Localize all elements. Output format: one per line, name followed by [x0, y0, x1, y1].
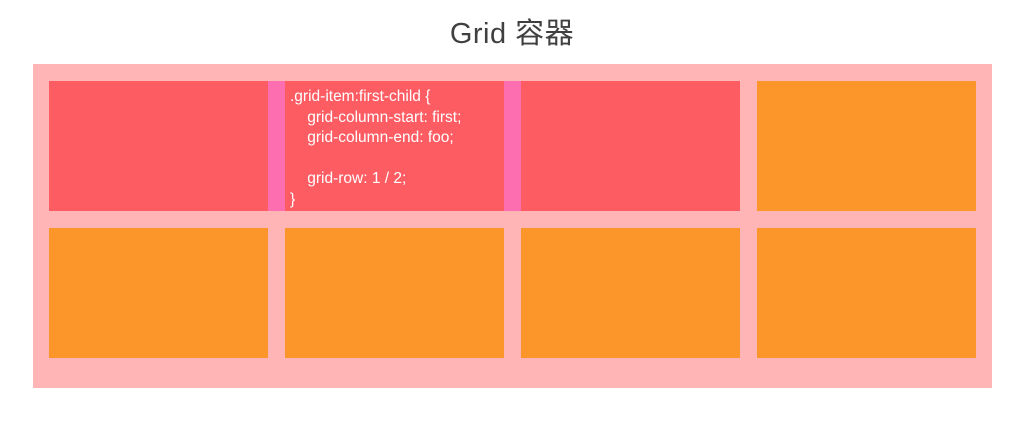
code-line: grid-column-end: foo;: [290, 129, 454, 146]
grid-line-foo: [504, 81, 521, 211]
grid-item-orange-row2-col4: [757, 228, 976, 358]
grid-item-first-child: .grid-item:first-child { grid-column-sta…: [49, 81, 740, 211]
code-block: .grid-item:first-child { grid-column-sta…: [290, 87, 500, 210]
code-line: .grid-item:first-child {: [290, 88, 431, 105]
code-line: grid-column-start: first;: [290, 108, 462, 126]
grid-item-orange-row2-col2: [285, 228, 504, 358]
grid-line-first: [268, 81, 285, 211]
page-title: Grid 容器: [449, 18, 575, 50]
grid-item-orange-row2-col1: [49, 228, 268, 358]
grid-item-orange-row1-col4: [757, 81, 976, 211]
grid-item-orange-row2-col3: [521, 228, 740, 358]
code-line: grid-row: 1 / 2;: [290, 170, 407, 187]
code-line: }: [290, 190, 296, 208]
grid-container: .grid-item:first-child { grid-column-sta…: [33, 64, 992, 388]
code-line: [290, 149, 500, 170]
